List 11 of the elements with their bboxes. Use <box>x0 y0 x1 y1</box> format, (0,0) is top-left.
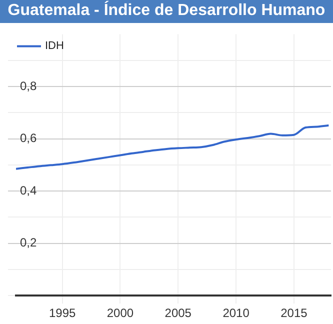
x-tick-label: 1995 <box>48 306 76 320</box>
x-tick-label: 2015 <box>280 306 308 320</box>
y-tick-label: 0,2 <box>20 236 38 250</box>
y-tick-label: 0,6 <box>20 131 38 146</box>
x-tick-label: 2000 <box>106 306 134 320</box>
legend-label: IDH <box>45 40 64 52</box>
chart-title: Guatemala - Índice de Desarrollo Humano <box>0 0 333 23</box>
y-tick-label: 0,8 <box>20 78 38 93</box>
x-tick-label: 2005 <box>164 306 192 320</box>
y-tick-label: 0,4 <box>20 183 38 198</box>
x-tick-label: 2010 <box>222 306 250 320</box>
